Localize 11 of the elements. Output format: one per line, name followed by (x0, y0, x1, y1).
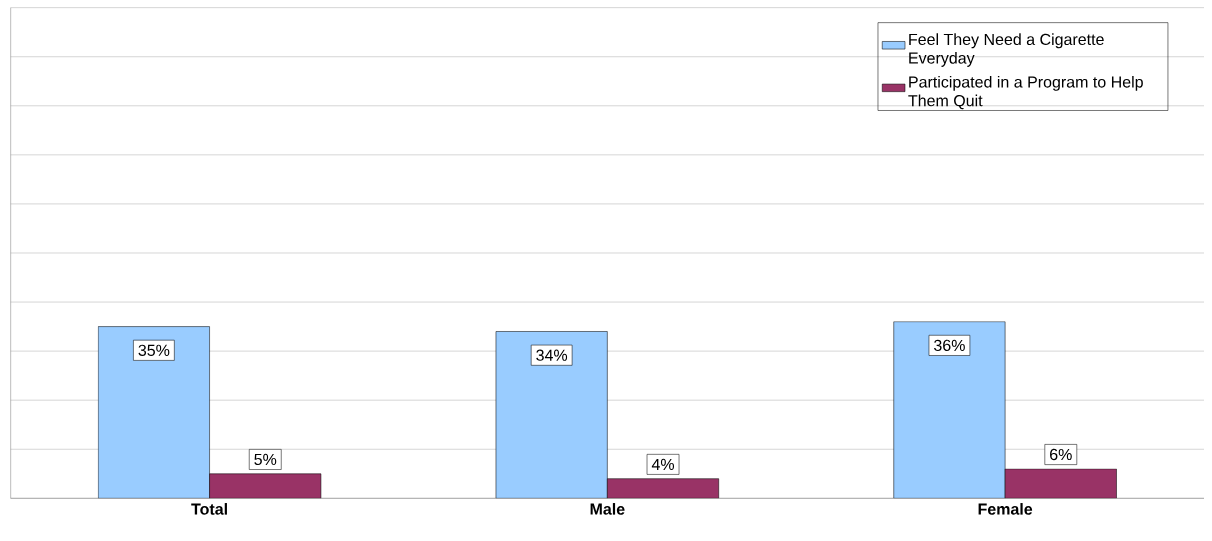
data-label: 5% (254, 453, 277, 466)
x-tick-label: Female (978, 503, 1033, 515)
x-tick-label: Total (191, 503, 227, 515)
legend-label: Feel They Need a Cigarette Everyday (909, 33, 1104, 67)
legend-label: Participated in a Program to Help Them Quit (908, 75, 1143, 110)
data-label: 6% (1050, 448, 1072, 461)
data-label: 35% (138, 344, 170, 356)
x-tick-label: Male (590, 503, 625, 515)
data-label: 34% (536, 349, 568, 361)
data-label: 36% (934, 339, 965, 352)
data-label: 4% (651, 458, 675, 470)
